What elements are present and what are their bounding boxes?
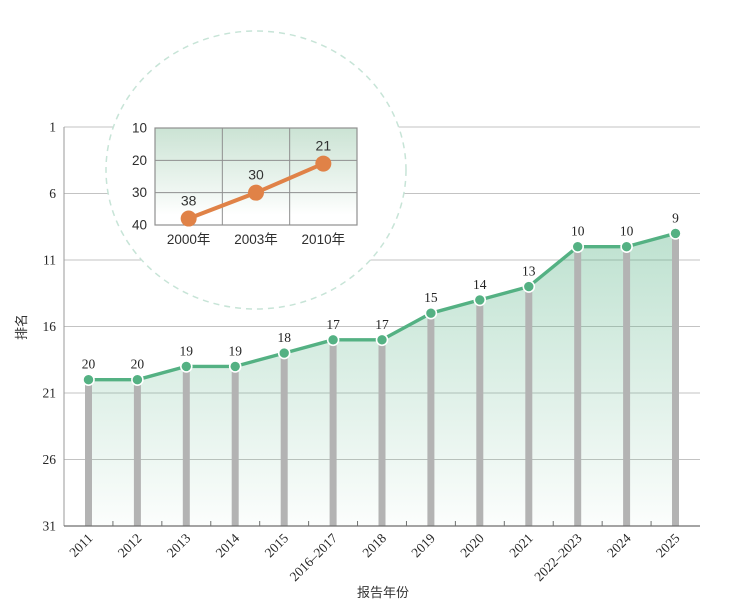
inset-y-tick-label: 30 bbox=[132, 185, 147, 200]
x-category-label: 2019 bbox=[408, 530, 438, 560]
y-tick-label: 1 bbox=[49, 120, 56, 135]
data-point-stem bbox=[231, 366, 239, 526]
x-category-label: 2014 bbox=[213, 530, 243, 560]
data-point bbox=[375, 333, 389, 347]
x-category-label: 2015 bbox=[262, 530, 292, 560]
data-label: 14 bbox=[473, 277, 487, 292]
data-point-stem bbox=[133, 379, 141, 526]
data-point-stem bbox=[329, 339, 337, 526]
data-point-stem bbox=[182, 366, 190, 526]
data-label: 20 bbox=[82, 357, 96, 372]
inset-y-tick-label: 10 bbox=[132, 121, 147, 136]
inset-plot-background bbox=[155, 128, 357, 225]
y-tick-label: 21 bbox=[43, 386, 57, 401]
data-label: 17 bbox=[326, 317, 340, 332]
x-category-label: 2018 bbox=[359, 530, 389, 560]
inset-data-point bbox=[248, 184, 264, 201]
inset-data-point bbox=[315, 155, 332, 172]
data-point-stem bbox=[623, 246, 631, 526]
data-point-stem bbox=[574, 246, 582, 526]
x-category-label: 2021 bbox=[506, 531, 536, 561]
x-category-label: 2024 bbox=[604, 530, 634, 560]
data-point bbox=[424, 306, 438, 320]
inset-x-category-label: 2003年 bbox=[234, 232, 278, 247]
data-point bbox=[522, 280, 536, 293]
x-category-label: 2012 bbox=[115, 531, 145, 561]
data-label: 10 bbox=[620, 224, 634, 239]
data-point bbox=[326, 333, 340, 347]
data-label: 18 bbox=[277, 330, 291, 345]
data-point bbox=[571, 240, 585, 253]
inset-y-tick-label: 20 bbox=[132, 153, 147, 168]
data-label: 20 bbox=[131, 357, 145, 372]
x-category-label: 2013 bbox=[164, 530, 194, 560]
inset-x-category-label: 2010年 bbox=[302, 232, 346, 247]
data-point-stem bbox=[672, 233, 679, 526]
data-label: 19 bbox=[180, 343, 194, 358]
x-category-label: 2020 bbox=[457, 530, 487, 560]
data-point bbox=[473, 293, 487, 307]
x-axis-title: 报告年份 bbox=[357, 585, 409, 600]
data-point bbox=[180, 360, 193, 373]
inset-data-point bbox=[180, 210, 197, 227]
data-point bbox=[277, 346, 291, 360]
inset-data-label: 30 bbox=[248, 167, 264, 183]
y-tick-label: 31 bbox=[43, 519, 57, 534]
y-tick-label: 6 bbox=[49, 186, 56, 201]
data-point-stem bbox=[525, 286, 533, 526]
x-category-label: 2025 bbox=[653, 530, 683, 560]
y-tick-label: 11 bbox=[43, 253, 56, 268]
y-axis-title: 排名 bbox=[14, 314, 29, 340]
inset-y-tick-label: 40 bbox=[132, 218, 147, 233]
data-point-stem bbox=[85, 379, 92, 526]
main-series: 20 20 19 19 18 17 17 15 14 13 10 10 9 bbox=[82, 210, 682, 526]
data-point-stem bbox=[476, 299, 484, 526]
x-category-label: 2016–2017 bbox=[287, 530, 341, 584]
inset-chart: 10 20 30 40 2000年 2003年 2010年 38 30 21 bbox=[132, 121, 358, 247]
inset-x-category-label: 2000年 bbox=[167, 232, 211, 247]
data-label: 9 bbox=[672, 210, 679, 225]
data-point bbox=[82, 373, 95, 387]
y-tick-label: 16 bbox=[43, 319, 57, 334]
inset-data-label: 38 bbox=[181, 193, 197, 209]
data-point-stem bbox=[427, 313, 435, 526]
inset-data-label: 21 bbox=[316, 138, 332, 154]
data-label: 19 bbox=[228, 343, 242, 358]
data-label: 17 bbox=[375, 317, 389, 332]
y-tick-label: 26 bbox=[43, 452, 57, 467]
data-label: 10 bbox=[571, 224, 585, 239]
data-point-stem bbox=[378, 339, 386, 526]
inset-plot-border bbox=[154, 127, 358, 226]
data-label: 13 bbox=[522, 264, 536, 279]
data-point bbox=[669, 227, 682, 240]
data-label: 15 bbox=[424, 290, 438, 305]
data-point bbox=[620, 240, 633, 253]
data-point-stem bbox=[280, 353, 288, 526]
data-point bbox=[228, 360, 242, 373]
x-category-label: 2011 bbox=[66, 531, 95, 560]
x-category-label: 2022–2023 bbox=[531, 530, 585, 584]
data-point bbox=[131, 373, 144, 387]
